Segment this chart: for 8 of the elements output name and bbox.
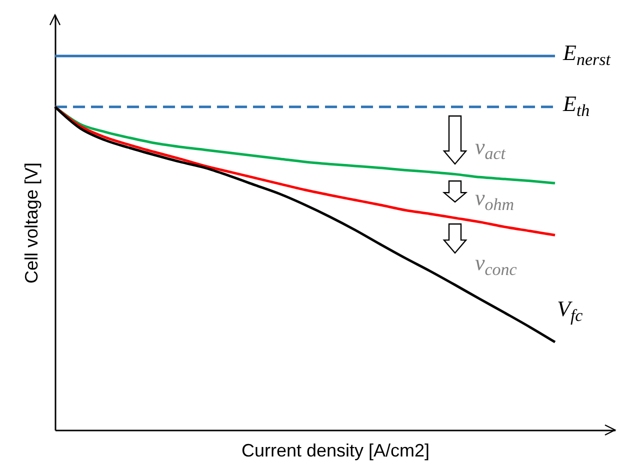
y-axis-title: Cell voltage [V]: [22, 162, 42, 284]
annotation: v$_{ohm}$: [475, 185, 514, 214]
annotation: v$_{act}$: [475, 134, 506, 163]
annotation: v$_{conc}$: [475, 250, 517, 279]
series-label: V$_{fc}$: [557, 296, 583, 326]
series-label: E$_{th}$: [563, 90, 590, 120]
x-axis-title: Current density [A/cm2]: [241, 440, 430, 460]
series-label: E$_{nerst}$: [563, 40, 610, 69]
